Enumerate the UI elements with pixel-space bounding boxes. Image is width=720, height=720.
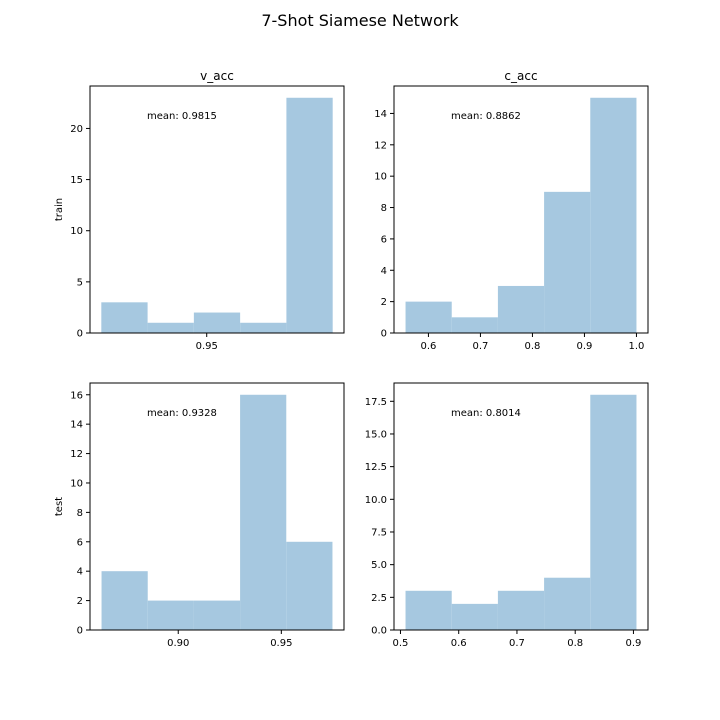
- histogram-bar: [451, 317, 498, 333]
- histogram-bar: [497, 285, 545, 333]
- subplot-title: c_acc: [504, 69, 537, 83]
- x-tick-label: 0.95: [196, 341, 218, 352]
- x-tick-label: 0.9: [576, 341, 592, 352]
- y-tick-label: 10.0: [365, 495, 387, 506]
- y-tick-label: 10: [70, 478, 83, 489]
- x-tick-label: 0.95: [270, 638, 292, 649]
- histogram-bar: [147, 600, 194, 630]
- y-axis-label: train: [54, 198, 65, 221]
- histogram-bar: [101, 571, 148, 630]
- subplot-title: v_acc: [200, 69, 234, 83]
- y-axis-label: test: [54, 497, 65, 516]
- figure-title: 7-Shot Siamese Network: [261, 11, 459, 30]
- subplot-test-c_acc: 0.5 0.6 0.7 0.8 0.9 0.0 2.5 5.0 7.5 10.0 12.5 15.0 1…: [365, 382, 649, 649]
- mean-annotation: mean: 0.9815: [147, 111, 217, 122]
- y-tick-label: 14: [70, 420, 83, 431]
- y-tick-label: 0.0: [371, 626, 387, 637]
- histogram-bar: [147, 322, 194, 333]
- mean-annotation: mean: 0.9328: [147, 408, 217, 419]
- histogram-bar: [286, 541, 333, 630]
- histogram-bar: [286, 97, 333, 333]
- x-tick-label: 1.0: [629, 341, 645, 352]
- y-tick-label: 0: [381, 329, 387, 340]
- histogram-bar: [405, 590, 452, 630]
- y-tick-label: 12: [70, 449, 83, 460]
- x-tick-label: 0.8: [524, 341, 540, 352]
- y-tick-label: 6: [77, 537, 83, 548]
- y-tick-label: 10: [374, 172, 387, 183]
- y-tick-label: 8: [381, 203, 387, 214]
- histogram-bar: [240, 394, 287, 630]
- y-tick-label: 6: [381, 234, 387, 245]
- axes-frame: [89, 85, 345, 334]
- y-tick-label: 12.5: [365, 462, 387, 473]
- y-tick-label: 17.5: [365, 397, 387, 408]
- x-tick-label: 0.90: [167, 638, 189, 649]
- y-tick-label: 5.0: [371, 560, 387, 571]
- x-tick-label: 0.5: [393, 638, 409, 649]
- x-tick-label: 0.6: [451, 638, 467, 649]
- y-tick-label: 7.5: [371, 527, 387, 538]
- y-tick-label: 14: [374, 109, 387, 120]
- y-tick-label: 20: [70, 124, 83, 135]
- y-tick-label: 2: [77, 596, 83, 607]
- mean-annotation: mean: 0.8862: [451, 111, 521, 122]
- x-tick-label: 0.7: [472, 341, 488, 352]
- y-tick-label: 8: [77, 508, 83, 519]
- histogram-bar: [193, 312, 241, 333]
- y-tick-label: 0: [77, 329, 83, 340]
- x-tick-label: 0.6: [420, 341, 436, 352]
- y-tick-label: 2: [381, 297, 387, 308]
- histogram-bar: [544, 577, 591, 630]
- axes-frame: [393, 382, 649, 631]
- y-tick-label: 2.5: [371, 593, 387, 604]
- y-tick-label: 16: [70, 390, 83, 401]
- y-tick-label: 12: [374, 140, 387, 151]
- histogram-bar: [497, 590, 545, 630]
- subplot-train-c_acc: 0.6 0.7 0.8 0.9 1.0 0 2 4 6 8 10 12 14 c_acc mean: 0.8…: [374, 69, 649, 352]
- x-tick-label: 0.8: [567, 638, 583, 649]
- y-tick-label: 10: [70, 226, 83, 237]
- y-tick-label: 15: [70, 175, 83, 186]
- y-tick-label: 15.0: [365, 429, 387, 440]
- x-tick-label: 0.9: [625, 638, 641, 649]
- y-tick-label: 0: [77, 626, 83, 637]
- axes-frame: [89, 382, 345, 631]
- histogram-bar: [193, 600, 241, 630]
- axes-frame: [393, 85, 649, 334]
- mean-annotation: mean: 0.8014: [451, 408, 521, 419]
- x-tick-label: 0.7: [509, 638, 525, 649]
- histogram-bar: [101, 302, 148, 333]
- histogram-bar: [451, 603, 498, 630]
- histogram-bar: [405, 301, 452, 333]
- histogram-bar: [240, 322, 287, 333]
- histogram-bar: [590, 97, 637, 333]
- y-tick-label: 5: [77, 277, 83, 288]
- histogram-bar: [590, 394, 637, 630]
- subplot-test-v_acc: 0.90 0.95 0 2 4 6 8 10 12 14 16 test mean: 0.9328: [54, 382, 345, 649]
- y-tick-label: 4: [381, 266, 387, 277]
- histogram-bar: [544, 191, 591, 333]
- y-tick-label: 4: [77, 567, 83, 578]
